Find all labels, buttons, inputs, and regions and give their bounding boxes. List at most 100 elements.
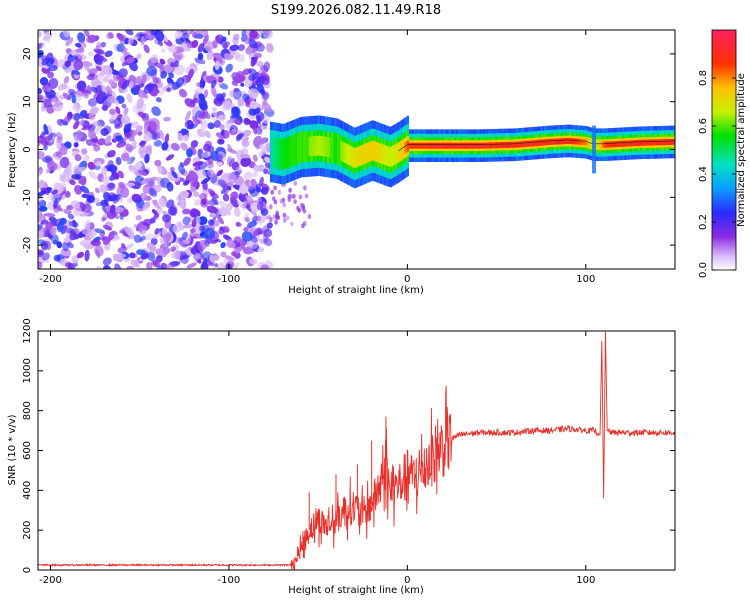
noise-blob xyxy=(191,39,199,49)
noise-blob xyxy=(195,233,202,240)
noise-blob xyxy=(226,239,235,249)
noise-blob xyxy=(169,62,176,68)
noise-blob xyxy=(187,123,198,130)
noise-blob xyxy=(178,88,188,98)
ridge-cell xyxy=(539,139,542,146)
noise-blob xyxy=(216,154,223,163)
noise-blob xyxy=(69,179,76,186)
noise-blob xyxy=(128,61,138,72)
noise-blob xyxy=(59,156,70,169)
x-tick-label: 0 xyxy=(404,575,410,586)
noise-blob xyxy=(41,55,48,62)
ridge-cell xyxy=(405,141,408,153)
noise-blob xyxy=(67,262,76,269)
noise-blob xyxy=(223,130,230,139)
ridge-cell xyxy=(304,131,307,163)
ridge-centerline xyxy=(398,139,675,152)
noise-blob xyxy=(54,99,62,108)
noise-blob xyxy=(97,90,104,102)
ridge-cell xyxy=(603,141,607,148)
noise-blob xyxy=(253,164,261,173)
ridge-cell xyxy=(278,138,281,169)
ridge-cell xyxy=(631,140,634,147)
noise-blob xyxy=(140,36,145,46)
noise-blob xyxy=(136,83,145,89)
noise-blob xyxy=(63,208,72,215)
ridge-cell xyxy=(381,144,384,164)
noise-blob xyxy=(215,93,224,102)
ridge-cell xyxy=(498,142,501,149)
colorbar: 0.0 0.2 0.4 0.6 0.8 Normalized spectral ampl… xyxy=(698,29,747,278)
ridge-cell xyxy=(464,142,467,149)
ridge-cell xyxy=(636,139,639,146)
noise-blob xyxy=(206,169,216,178)
noise-blob xyxy=(214,60,220,71)
ridge-cell xyxy=(451,142,454,149)
ridge-cell xyxy=(362,144,365,165)
noise-blob xyxy=(111,171,120,180)
noise-blob xyxy=(296,205,300,211)
ridge-cell xyxy=(525,140,528,147)
ridge-cell xyxy=(531,140,534,147)
noise-blob xyxy=(218,170,223,176)
noise-blob xyxy=(62,92,71,101)
ridge-cell xyxy=(532,140,535,147)
noise-blob xyxy=(165,154,175,161)
ridge-cell xyxy=(616,141,619,147)
noise-blob xyxy=(100,199,108,208)
ridge-cell xyxy=(459,142,462,149)
noise-blob xyxy=(277,189,282,195)
noise-blob xyxy=(74,154,82,162)
noise-blob xyxy=(236,133,243,142)
noise-blob xyxy=(224,255,234,261)
noise-blob xyxy=(198,93,206,102)
ridge-cell xyxy=(585,139,588,146)
ridge-cell xyxy=(412,142,415,149)
ridge-cell xyxy=(361,145,364,165)
snr-y-axis: 0 200 400 600 800 1000 1200 xyxy=(22,318,675,573)
noise-blob xyxy=(201,151,212,158)
ridge-cell xyxy=(446,142,449,149)
ridge-cell xyxy=(652,139,655,146)
ridge-cell xyxy=(648,139,651,146)
noise-region xyxy=(38,30,312,269)
noise-blob xyxy=(87,51,94,57)
noise-blob xyxy=(230,106,241,118)
ridge-cell xyxy=(643,139,646,146)
ridge-cell xyxy=(549,138,552,145)
ridge-cell xyxy=(407,140,410,152)
ridge-cell xyxy=(626,140,629,147)
noise-blob xyxy=(255,215,261,222)
noise-blob xyxy=(80,177,87,186)
ridge-cell xyxy=(646,139,649,146)
noise-blob xyxy=(48,65,58,72)
ridge-cell xyxy=(359,145,362,166)
noise-blob xyxy=(42,252,50,261)
ridge-cell xyxy=(277,137,280,169)
ridge-cell xyxy=(352,147,355,168)
noise-blob xyxy=(207,122,215,130)
noise-blob xyxy=(227,172,237,184)
noise-blob xyxy=(183,157,191,166)
y-tick-label: 200 xyxy=(22,521,33,540)
noise-blob xyxy=(38,31,42,38)
noise-blob xyxy=(46,87,52,93)
noise-blob xyxy=(218,200,229,210)
noise-blob xyxy=(57,59,67,68)
ridge-cell xyxy=(645,139,648,146)
noise-blob xyxy=(117,170,124,179)
noise-blob xyxy=(204,45,213,53)
noise-blob xyxy=(102,257,112,266)
noise-blob xyxy=(199,198,210,208)
ridge-cell xyxy=(569,138,572,145)
noise-blob xyxy=(212,40,218,49)
noise-blob xyxy=(145,177,155,186)
noise-blob xyxy=(102,206,109,215)
ridge-cell xyxy=(435,142,438,149)
noise-blob xyxy=(154,227,160,235)
noise-blob xyxy=(162,246,171,255)
noise-blob xyxy=(210,85,217,98)
ridge-cell xyxy=(367,142,370,163)
noise-blob xyxy=(38,87,43,95)
noise-blob xyxy=(210,212,217,218)
